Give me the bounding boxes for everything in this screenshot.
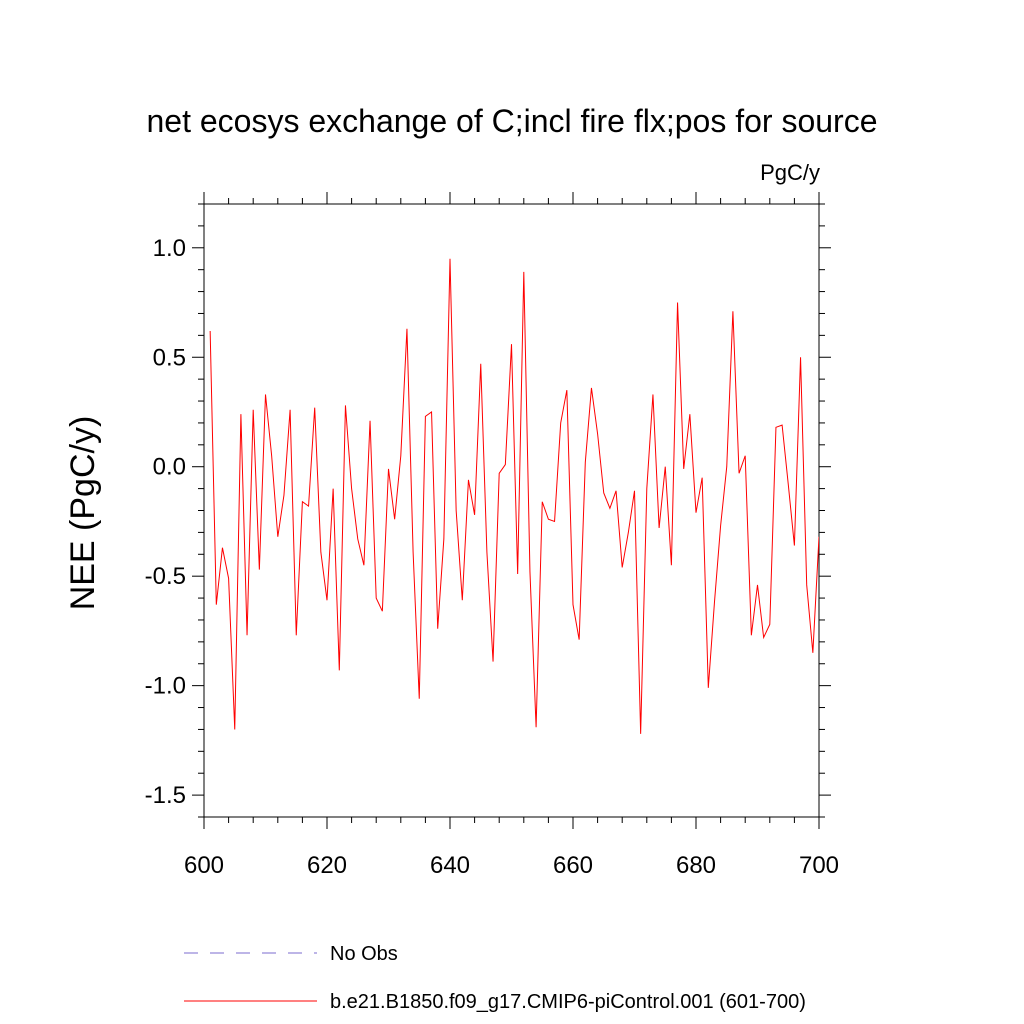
x-tick-label: 600 bbox=[184, 852, 224, 879]
series-line-0 bbox=[209, 258, 819, 734]
chart-title: net ecosys exchange of C;incl fire flx;p… bbox=[146, 103, 877, 139]
legend: No Obs b.e21.B1850.f09_g17.CMIP6-piContro… bbox=[184, 943, 806, 1013]
x-tick-label: 660 bbox=[553, 852, 593, 879]
x-tick-label: 620 bbox=[307, 852, 347, 879]
y-tick-label: -1.0 bbox=[145, 673, 186, 700]
x-tick-label: 700 bbox=[799, 852, 839, 879]
y-tick-label: -1.5 bbox=[145, 782, 186, 809]
y-axis-label: NEE (PgC/y) bbox=[64, 416, 102, 611]
y-tick-label: 0.5 bbox=[153, 344, 186, 371]
y-tick-label: -0.5 bbox=[145, 563, 186, 590]
y-tick-label: 1.0 bbox=[153, 235, 186, 262]
x-tick-label: 640 bbox=[430, 852, 470, 879]
legend-label: No Obs bbox=[330, 943, 398, 965]
plot-area: 1.0 0.5 0.0 -0.5 -1.0 -1.5 600 620 640 660 680 700 bbox=[145, 192, 839, 879]
y-tick-label: 0.0 bbox=[153, 454, 186, 481]
x-tick-label: 680 bbox=[676, 852, 716, 879]
units-label: PgC/y bbox=[760, 160, 820, 185]
plot-frame bbox=[203, 203, 820, 818]
legend-label: b.e21.B1850.f09_g17.CMIP6-piControl.001 … bbox=[330, 991, 806, 1013]
